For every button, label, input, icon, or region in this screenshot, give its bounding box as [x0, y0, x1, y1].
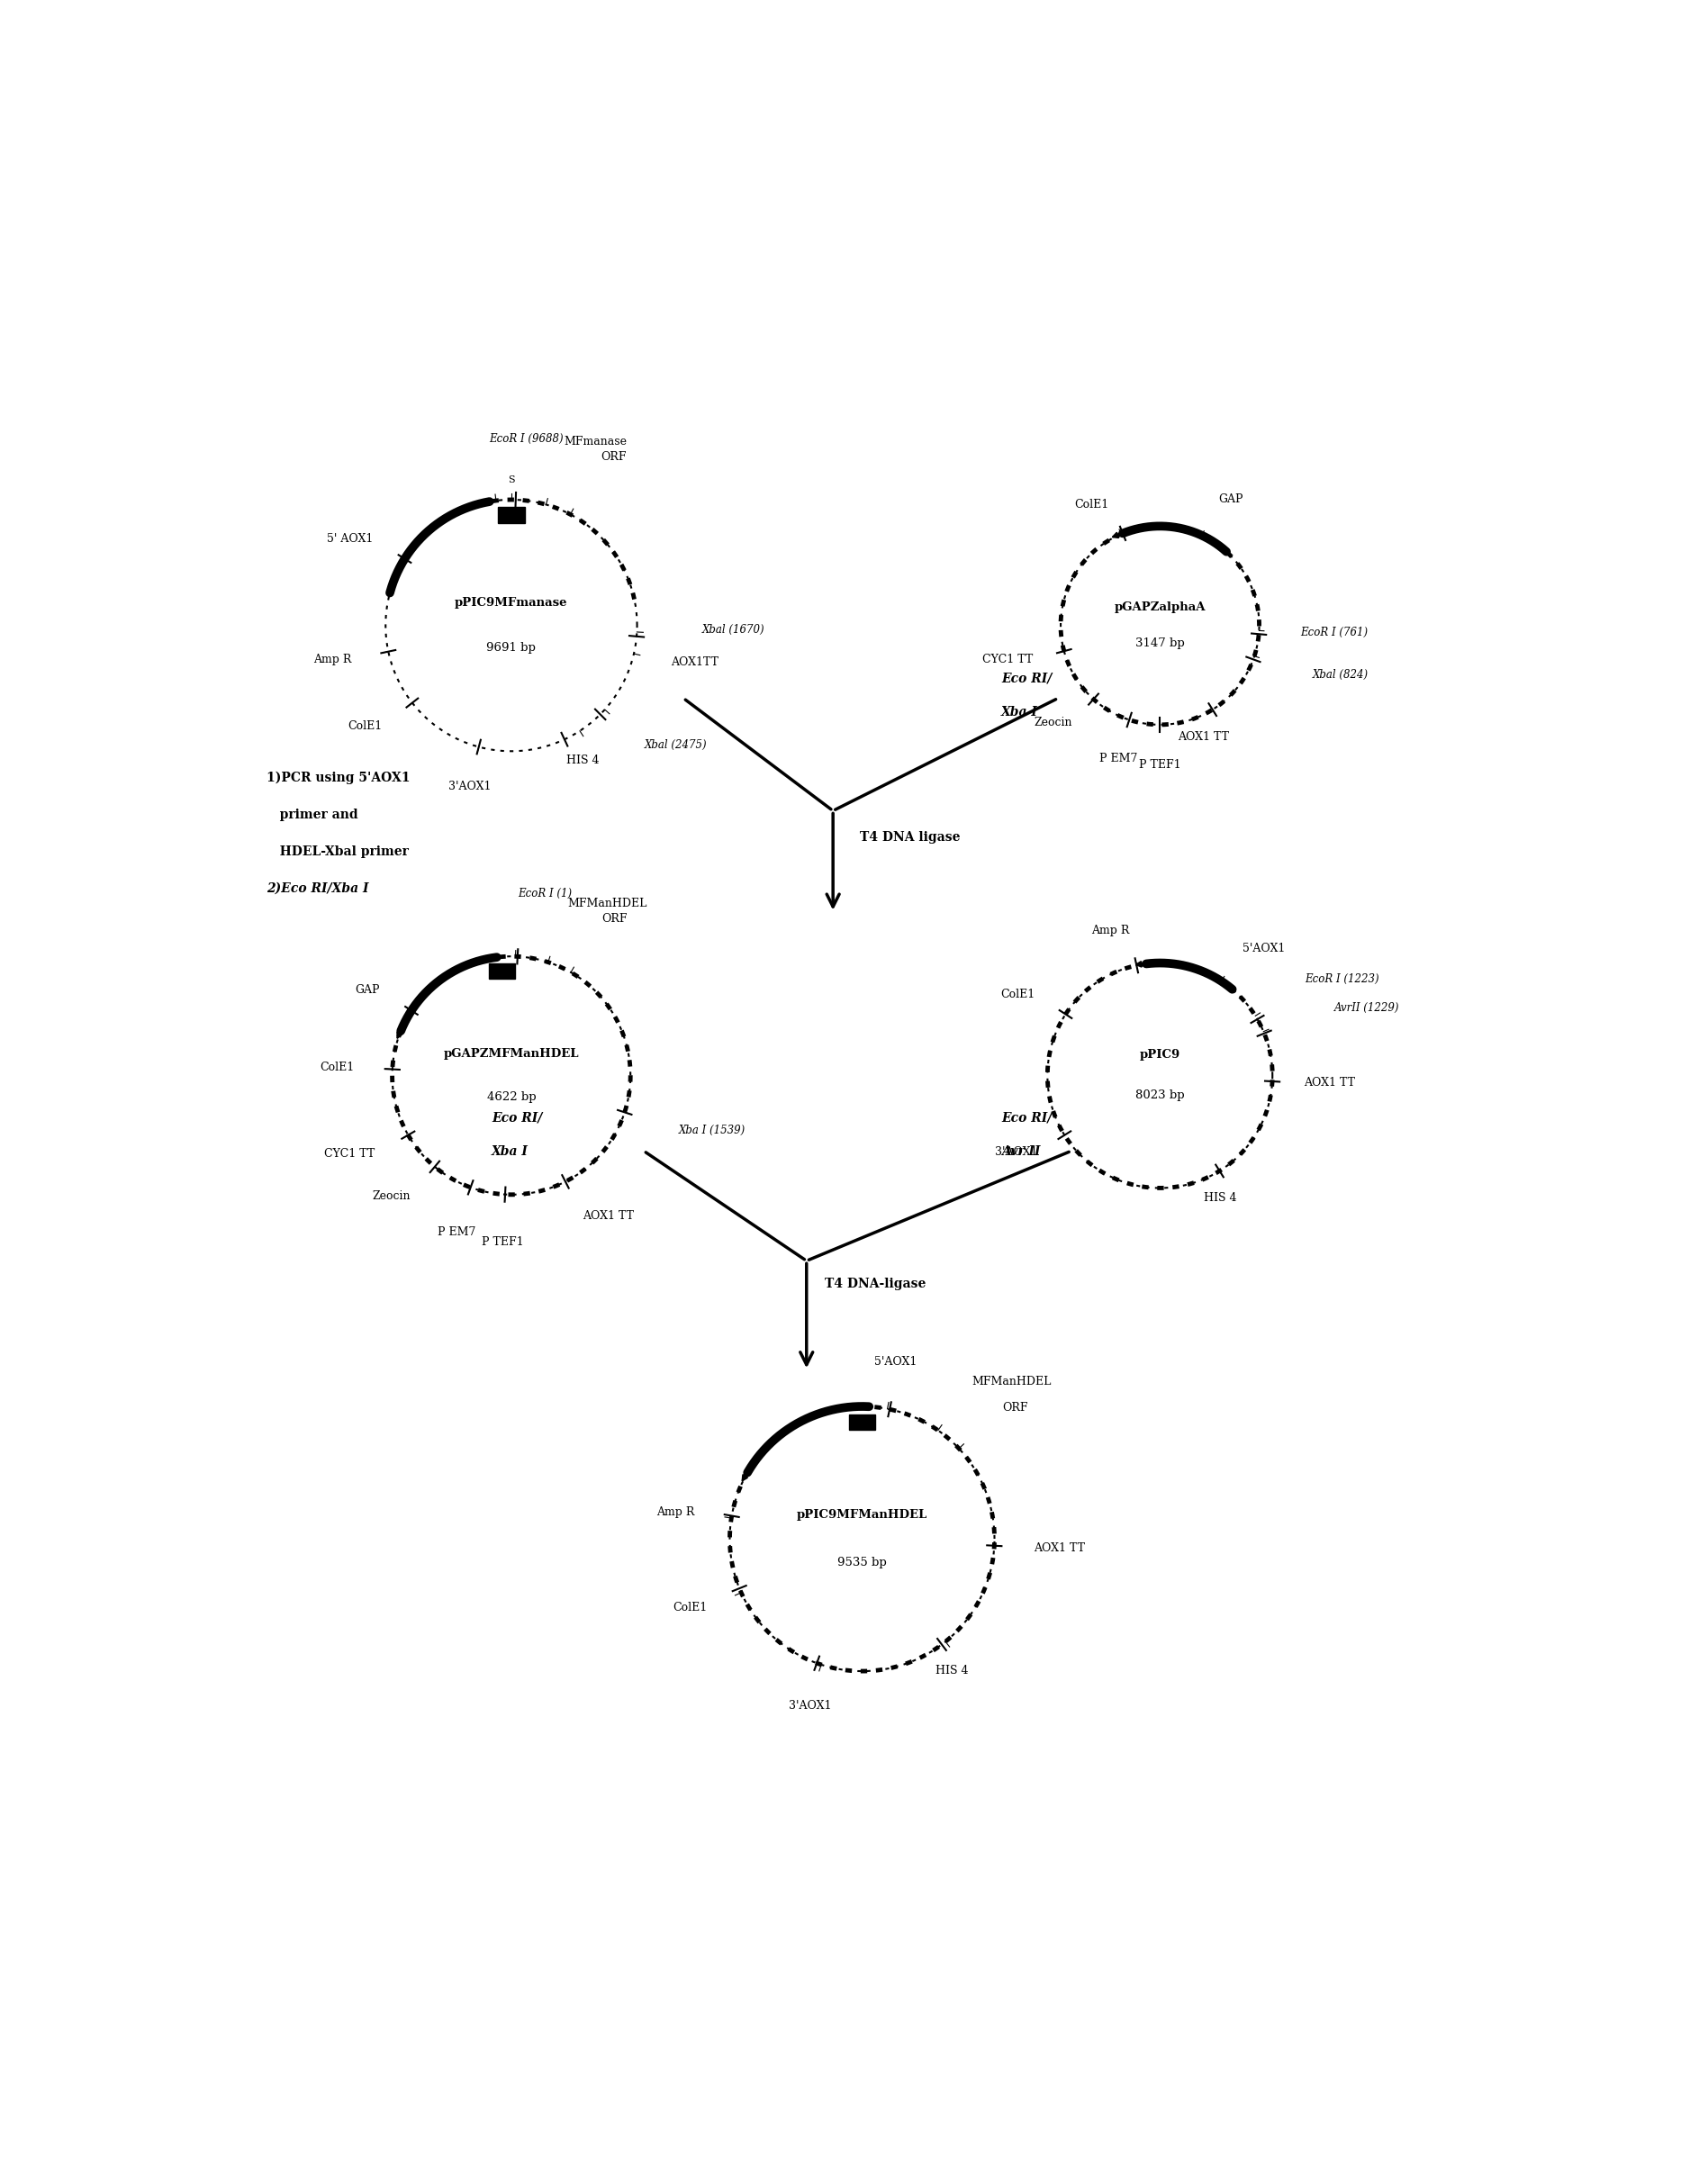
Text: ORF: ORF	[601, 913, 627, 924]
Text: 4622 bp: 4622 bp	[487, 1091, 536, 1102]
Text: Amp R: Amp R	[1091, 924, 1129, 937]
Text: P EM7: P EM7	[1100, 753, 1138, 766]
Text: 9691 bp: 9691 bp	[487, 642, 536, 653]
Text: CYC1 TT: CYC1 TT	[325, 1147, 376, 1160]
Text: pGAPZalphaA: pGAPZalphaA	[1114, 601, 1206, 614]
Text: Eco RI/: Eco RI/	[1001, 1113, 1052, 1124]
Text: EcoR I (761): EcoR I (761)	[1301, 627, 1368, 638]
Text: Xba I: Xba I	[492, 1145, 528, 1158]
Text: T4 DNA ligase: T4 DNA ligase	[859, 831, 960, 844]
Text: T4 DNA-ligase: T4 DNA-ligase	[825, 1278, 926, 1291]
Text: HDEL-Xbal primer: HDEL-Xbal primer	[266, 846, 408, 857]
Text: 2)Eco RI/Xba I: 2)Eco RI/Xba I	[266, 883, 369, 896]
Text: Eco RI/: Eco RI/	[1001, 672, 1052, 685]
Text: pPIC9MFmanase: pPIC9MFmanase	[454, 596, 567, 609]
Text: GAP: GAP	[355, 985, 379, 996]
Text: Eco RI/: Eco RI/	[492, 1113, 541, 1124]
Text: AOX1 TT: AOX1 TT	[582, 1210, 634, 1221]
Text: pGAPZMFManHDEL: pGAPZMFManHDEL	[444, 1048, 579, 1061]
Text: Zeocin: Zeocin	[372, 1191, 410, 1202]
Text: AvrII (1229): AvrII (1229)	[1334, 1002, 1399, 1013]
Text: P TEF1: P TEF1	[482, 1236, 524, 1247]
Text: Amp R: Amp R	[313, 653, 352, 666]
Text: 3'AOX1: 3'AOX1	[789, 1700, 832, 1711]
Text: ColE1: ColE1	[1074, 499, 1108, 510]
Text: 3'AOX1: 3'AOX1	[447, 781, 492, 792]
Text: primer and: primer and	[266, 809, 359, 820]
Text: HIS 4: HIS 4	[1204, 1191, 1237, 1204]
Text: HIS 4: HIS 4	[936, 1664, 968, 1677]
Text: 5'AOX1: 5'AOX1	[1243, 941, 1286, 954]
Text: EcoR I (9688): EcoR I (9688)	[488, 434, 564, 445]
Text: ColE1: ColE1	[319, 1061, 354, 1074]
Text: ORF: ORF	[1003, 1401, 1028, 1414]
Text: pPIC9MFManHDEL: pPIC9MFManHDEL	[796, 1510, 927, 1520]
Text: AOX1 TT: AOX1 TT	[1179, 731, 1230, 742]
Text: HIS 4: HIS 4	[565, 755, 600, 766]
Text: 8023 bp: 8023 bp	[1136, 1089, 1185, 1102]
Text: AOX1 TT: AOX1 TT	[1303, 1078, 1354, 1089]
Text: ORF: ORF	[601, 451, 627, 462]
Text: CYC1 TT: CYC1 TT	[982, 653, 1033, 666]
Text: Xbal (1670): Xbal (1670)	[702, 625, 765, 636]
Text: AOX1 TT: AOX1 TT	[1033, 1542, 1085, 1553]
Text: ColE1: ColE1	[673, 1603, 707, 1614]
Text: P TEF1: P TEF1	[1139, 759, 1180, 772]
Text: Amp R: Amp R	[656, 1507, 695, 1518]
Text: Avr II: Avr II	[1001, 1145, 1040, 1158]
Text: AOX1TT: AOX1TT	[671, 657, 719, 668]
Text: 5'AOX1: 5'AOX1	[874, 1356, 917, 1366]
Text: Xbal (2475): Xbal (2475)	[644, 740, 707, 750]
Text: Xba I (1539): Xba I (1539)	[680, 1124, 746, 1137]
Text: MFManHDEL: MFManHDEL	[972, 1375, 1052, 1388]
Text: 3147 bp: 3147 bp	[1136, 638, 1185, 649]
Text: EcoR I (1223): EcoR I (1223)	[1305, 974, 1380, 985]
Text: GAP: GAP	[1220, 495, 1243, 505]
Text: 5' AOX1: 5' AOX1	[326, 534, 372, 544]
Text: 3'AOX1: 3'AOX1	[996, 1145, 1038, 1158]
Text: ColE1: ColE1	[348, 720, 383, 731]
Text: Xba I: Xba I	[1001, 705, 1038, 718]
Text: Zeocin: Zeocin	[1033, 718, 1073, 729]
Bar	[488, 963, 516, 978]
Bar	[849, 1414, 876, 1429]
Text: S: S	[507, 475, 514, 484]
Text: MFManHDEL: MFManHDEL	[567, 898, 647, 909]
Text: 1)PCR using 5'AOX1: 1)PCR using 5'AOX1	[266, 770, 410, 783]
Text: 9535 bp: 9535 bp	[837, 1557, 886, 1568]
Text: MFmanase: MFmanase	[564, 436, 627, 447]
Text: P EM7: P EM7	[437, 1228, 475, 1238]
Text: Xbal (824): Xbal (824)	[1313, 670, 1368, 681]
Text: ColE1: ColE1	[1001, 989, 1035, 1000]
Bar	[499, 508, 524, 523]
Text: pPIC9: pPIC9	[1139, 1050, 1180, 1061]
Text: EcoR I (1): EcoR I (1)	[518, 887, 572, 900]
